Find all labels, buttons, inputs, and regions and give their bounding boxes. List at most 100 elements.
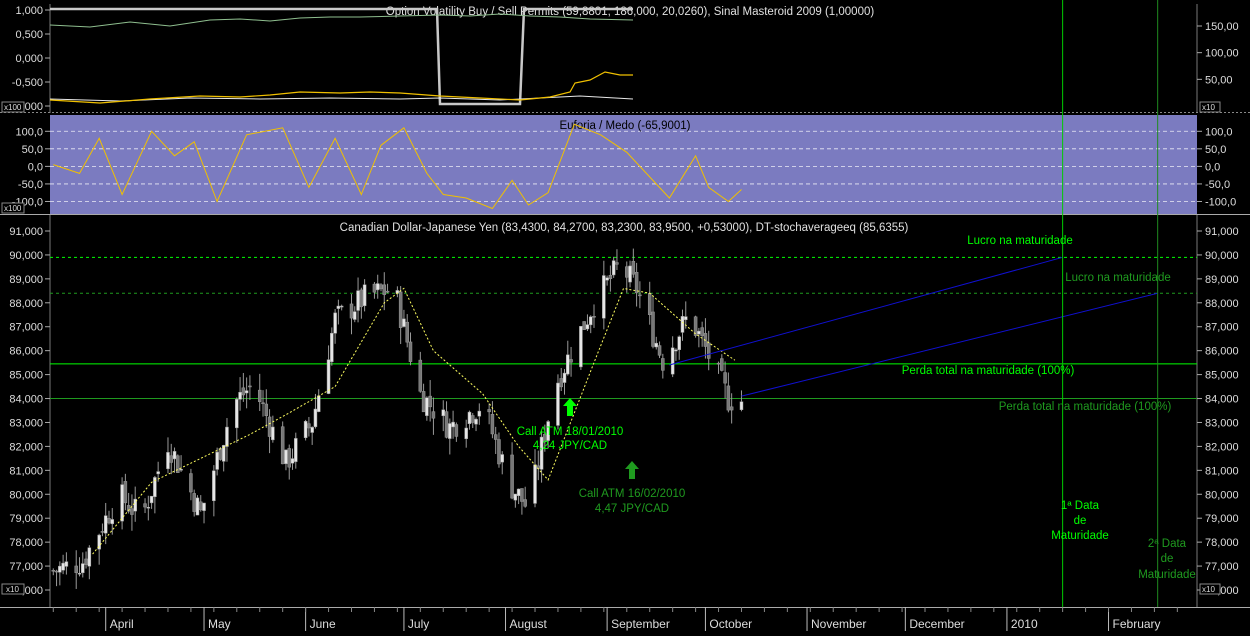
candle-body xyxy=(64,561,69,567)
candle-body xyxy=(533,464,537,504)
candle-body xyxy=(408,341,413,362)
candle-body xyxy=(680,316,685,333)
month-label: September xyxy=(611,617,670,631)
candle-body xyxy=(379,284,383,290)
yellow-line xyxy=(49,71,633,104)
panel3-scale-left: x10 xyxy=(6,585,19,594)
candle-body xyxy=(218,448,223,460)
candle-body xyxy=(611,260,616,276)
candle-body xyxy=(493,434,498,440)
candle-body xyxy=(284,449,288,464)
y-tick-label-left: 88,000 xyxy=(9,298,43,310)
candle-body xyxy=(192,493,196,512)
candle-body xyxy=(421,391,426,413)
candle-body xyxy=(651,311,655,347)
call1-line1: Call ATM 18/01/2010 xyxy=(517,426,624,438)
candle-body xyxy=(579,326,583,368)
maturity1-line2: de xyxy=(1074,515,1087,527)
candle-body xyxy=(566,354,570,375)
candle-body xyxy=(716,362,721,365)
candle-body xyxy=(212,470,216,501)
candle-body xyxy=(326,359,331,394)
candle-body xyxy=(294,438,298,462)
candle-body xyxy=(84,558,88,565)
candle-body xyxy=(257,389,262,402)
candle-body xyxy=(398,291,403,328)
permit-signal-line xyxy=(50,7,633,106)
y-tick-label-left: 85,000 xyxy=(9,370,43,382)
candle-body xyxy=(372,283,377,293)
maturity2-line2: de xyxy=(1161,553,1174,565)
candle-body xyxy=(729,406,734,411)
month-label: April xyxy=(110,617,134,631)
y-tick-label-right: 81,000 xyxy=(1205,465,1239,477)
month-label: October xyxy=(709,617,752,631)
candle-body xyxy=(487,409,491,413)
candle-body xyxy=(179,469,183,471)
candle-body xyxy=(146,506,151,509)
candle-body xyxy=(647,293,652,315)
candle-body xyxy=(61,562,65,571)
candle-body xyxy=(336,305,341,309)
panel-euforia-medo: Euforia / Medo (-65,9001) 100,0 100,0 50,0… xyxy=(0,115,1250,215)
candle-body xyxy=(674,349,678,352)
candle-body xyxy=(333,312,337,334)
candle-body xyxy=(103,515,108,534)
y-tick-label-left: 81,000 xyxy=(9,465,43,477)
y-tick-label-left: 0,000 xyxy=(15,53,43,65)
trend-line xyxy=(669,256,1063,366)
candle-body xyxy=(510,454,514,499)
candle-body xyxy=(585,324,590,330)
candle-body xyxy=(110,519,115,525)
candle-body xyxy=(133,498,137,512)
y-tick-label-right: -50,0 xyxy=(1205,179,1230,191)
candle-body xyxy=(166,452,170,470)
y-tick-label-left: 0,0 xyxy=(28,161,43,173)
candle-body xyxy=(356,290,360,311)
candle-body xyxy=(490,413,495,435)
candle-body xyxy=(149,495,154,504)
candle-body xyxy=(349,303,354,319)
candle-body xyxy=(313,408,318,428)
y-tick-label-left: 78,000 xyxy=(9,537,43,549)
y-tick-label-left: -0,500 xyxy=(12,77,43,89)
candle-body xyxy=(244,390,249,394)
candle-body xyxy=(58,565,62,573)
y-tick-label-right: 83,000 xyxy=(1205,417,1239,429)
candle-body xyxy=(677,336,681,350)
candle-body xyxy=(471,415,475,423)
candle-body xyxy=(497,439,501,465)
candle-body xyxy=(77,572,82,575)
candle-body xyxy=(661,358,665,371)
candle-body xyxy=(198,501,203,511)
candle-body xyxy=(359,289,364,308)
y-tick-label-left: 86,000 xyxy=(9,346,43,358)
candle-body xyxy=(248,385,252,388)
candle-body xyxy=(195,497,200,516)
candle-body xyxy=(54,570,59,573)
month-label: July xyxy=(408,617,429,631)
candle-body xyxy=(539,436,544,470)
candle-body xyxy=(454,424,459,437)
y-tick-label-left: 79,000 xyxy=(9,513,43,525)
y-tick-label-left: 90,000 xyxy=(9,250,43,262)
candle-body xyxy=(303,421,308,439)
candle-body xyxy=(143,503,147,508)
candle-body xyxy=(382,284,387,295)
maturity1-line3: Maturidade xyxy=(1051,530,1109,542)
y-tick-label-right: 87,000 xyxy=(1205,322,1239,334)
candle-body xyxy=(280,426,285,465)
panel1-scale-right: x10 xyxy=(1202,103,1215,112)
y-tick-label-left: -50,0 xyxy=(18,179,43,191)
candle-body xyxy=(444,411,449,438)
candle-body xyxy=(706,342,711,359)
panel2-title: Euforia / Medo (-65,9001) xyxy=(559,120,690,132)
candle-body xyxy=(235,399,239,429)
trend-line xyxy=(741,292,1158,397)
candle-body xyxy=(556,382,560,426)
y-tick-label-left: 0,500 xyxy=(15,29,43,41)
candle-body xyxy=(559,378,563,388)
y-tick-label-left: 82,000 xyxy=(9,441,43,453)
x-axis: April May June July August September October No… xyxy=(0,607,1250,631)
candle-body xyxy=(130,508,134,515)
